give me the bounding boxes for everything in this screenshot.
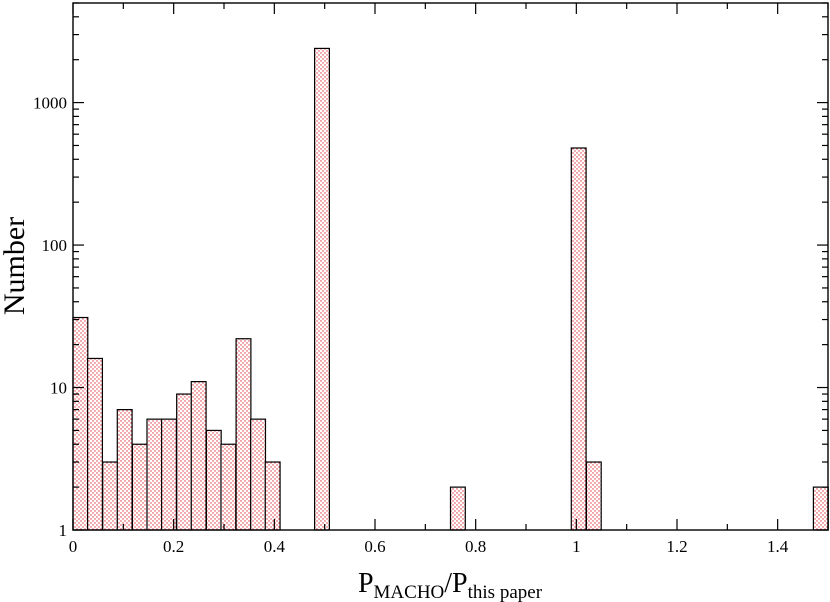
x-axis-title-sub2: this paper	[468, 582, 543, 602]
bar-2	[102, 461, 119, 531]
x-tick-label-2: 0.4	[264, 537, 286, 556]
x-tick-label-7: 1.4	[767, 537, 789, 556]
x-tick-label-1: 0.2	[163, 537, 184, 556]
bar-0	[72, 316, 89, 531]
bar-14	[314, 47, 331, 531]
x-axis-title-sub1: MACHO	[374, 582, 445, 602]
bar-10	[220, 443, 237, 531]
x-tick-label-6: 1.2	[666, 537, 687, 556]
x-tick-label-4: 0.8	[465, 537, 486, 556]
bar-18	[812, 486, 829, 531]
plot-frame	[72, 2, 829, 531]
x-axis-title: PMACHO/Pthis paper	[358, 568, 543, 602]
bar-3	[116, 409, 133, 531]
x-axis-title-main: P	[358, 568, 374, 599]
bar-7	[176, 393, 193, 531]
x-tick-label-0: 0	[69, 537, 78, 556]
bar-11	[235, 338, 252, 531]
bar-16	[570, 147, 587, 531]
y-tick-label-3: 1000	[33, 94, 67, 113]
y-axis-title: Number	[0, 217, 31, 315]
y-tick-label-2: 100	[42, 236, 68, 255]
x-tick-label-3: 0.6	[364, 537, 385, 556]
bar-8	[190, 381, 207, 531]
bar-4	[131, 443, 148, 531]
y-tick-label-1: 10	[50, 379, 67, 398]
bars-layer	[72, 47, 829, 531]
bar-6	[160, 418, 177, 531]
x-tick-label-5: 1	[572, 537, 581, 556]
ticks-layer: 0 0.2 0.4 0.6 0.8 1 1.2 1.4 1 10 100 1000	[33, 2, 829, 556]
y-tick-label-0: 1	[59, 521, 68, 540]
bar-1	[86, 357, 103, 531]
bar-5	[146, 418, 163, 531]
bar-15	[449, 486, 466, 531]
x-axis-title-sep: /P	[444, 568, 467, 599]
bar-12	[250, 418, 267, 531]
bar-13	[264, 461, 281, 531]
bar-9	[205, 429, 222, 531]
bar-17	[585, 461, 602, 531]
